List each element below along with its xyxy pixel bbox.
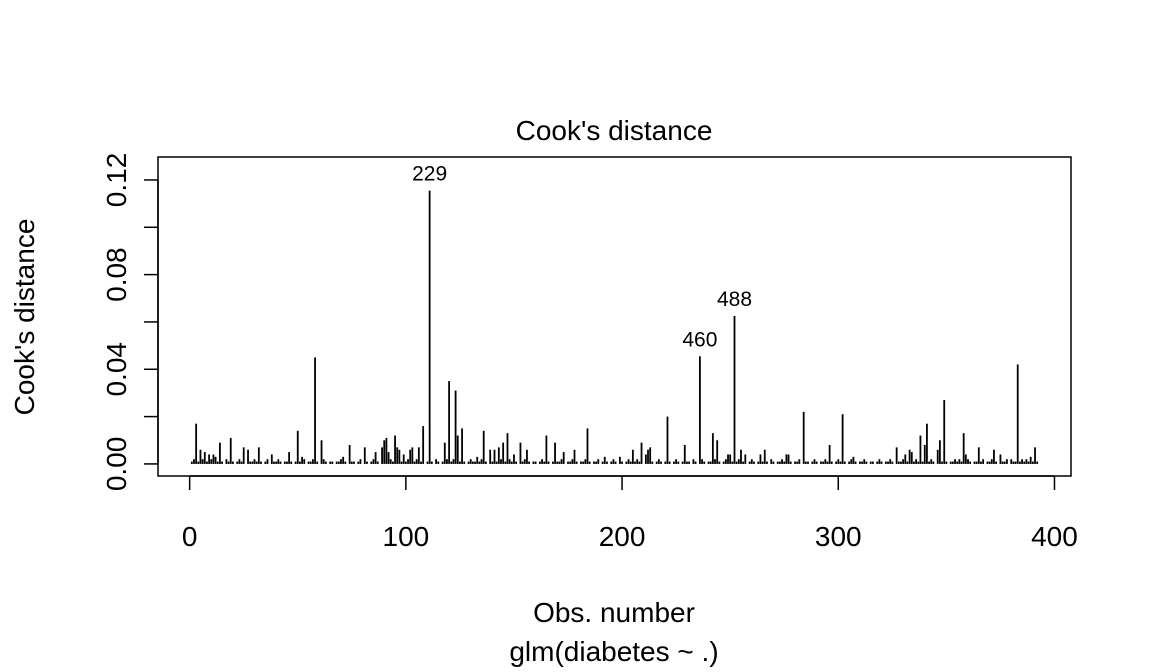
- x-tick-label: 0: [182, 521, 198, 552]
- y-axis-label: Cook's distance: [9, 219, 40, 416]
- y-tick-label: 0.00: [101, 437, 132, 492]
- x-tick-label: 200: [599, 521, 646, 552]
- x-tick-label: 300: [815, 521, 862, 552]
- point-label: 460: [682, 328, 717, 351]
- plot-frame: [157, 156, 1072, 477]
- y-tick-label: 0.08: [101, 247, 132, 302]
- chart-title: Cook's distance: [516, 115, 713, 146]
- x-tick-label: 400: [1031, 521, 1078, 552]
- point-label: 488: [717, 288, 752, 311]
- subtitle: glm(diabetes ~ .): [509, 636, 718, 667]
- point-label: 229: [412, 163, 447, 186]
- y-tick-label: 0.12: [101, 153, 132, 208]
- x-tick-label: 100: [383, 521, 430, 552]
- x-axis-label: Obs. number: [533, 597, 695, 628]
- y-tick-label: 0.04: [101, 342, 132, 397]
